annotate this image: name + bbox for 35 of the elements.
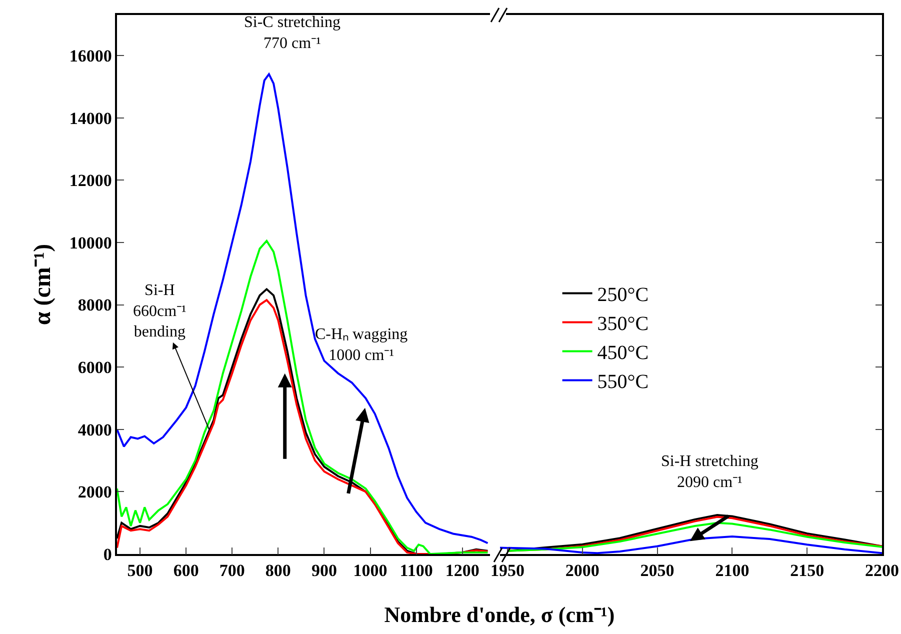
x-tick-label: 2150: [790, 561, 824, 580]
legend-label: 250°C: [597, 284, 649, 306]
x-tick-label: 2100: [715, 561, 750, 580]
y-tick-label: 10000: [69, 233, 112, 252]
y-tick-label: 2000: [78, 482, 112, 502]
x-tick-label: 1200: [445, 561, 480, 580]
x-tick-label: 1100: [400, 561, 433, 580]
x-tick-label: 700: [219, 561, 245, 580]
y-tick-label: 6000: [78, 358, 112, 378]
x-tick-label: 500: [127, 561, 153, 580]
x-tick-label: 800: [265, 561, 291, 580]
x-tick-label: 900: [311, 561, 337, 580]
legend-label: 350°C: [597, 313, 649, 336]
y-tick-label: 0: [103, 544, 112, 564]
legend-label: 450°C: [597, 342, 649, 364]
x-tick-label: 2000: [565, 561, 600, 580]
x-tick-label: 2200: [865, 561, 899, 580]
annotation: Si-H stretching 2090 cm⁻¹: [661, 453, 758, 491]
x-tick-label: 600: [173, 561, 199, 580]
legend-label: 550°C: [597, 371, 649, 394]
line-series: [117, 73, 489, 544]
y-tick-label: 4000: [78, 420, 112, 440]
y-tick-label: 12000: [69, 171, 112, 190]
x-tick-label: 1000: [353, 561, 388, 580]
x-axis-title: Nombre d'onde, σ (cm⁻¹): [383, 601, 616, 628]
x-tick-label: 1950: [490, 561, 524, 580]
y-tick-label: 14000: [69, 108, 112, 128]
annotation: Si-H 660cm⁻¹ bending: [133, 282, 187, 341]
y-axis-title: α (cm⁻¹): [30, 244, 56, 326]
y-tick-label: 16000: [69, 46, 112, 66]
y-tick-label: 8000: [78, 296, 112, 315]
annotation: Si-C stretching 770 cm⁻¹: [244, 14, 340, 52]
line-series: [117, 240, 489, 554]
x-tick-label: 2050: [640, 561, 674, 580]
annotation: C-Hₙ wagging 1000 cm⁻¹: [315, 326, 408, 364]
